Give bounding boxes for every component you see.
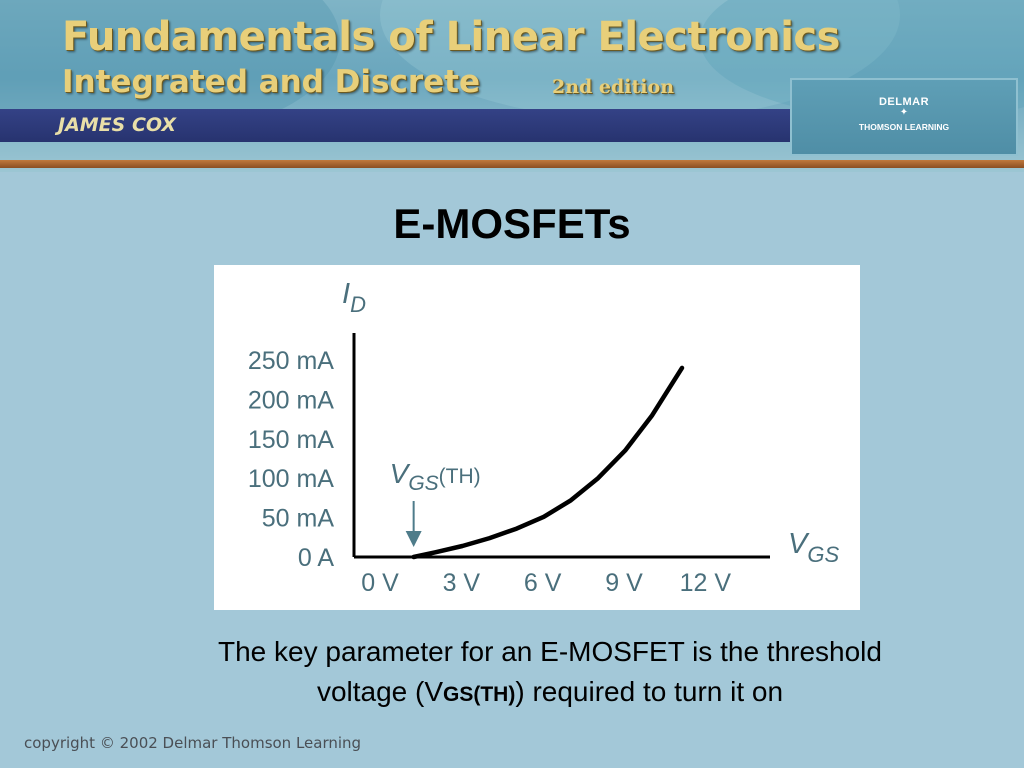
y-tick-label: 100 mA [248, 465, 334, 493]
caption-post: ) required to turn it on [515, 676, 784, 707]
y-tick-label: 50 mA [262, 505, 335, 533]
caption-subscript: GS(TH) [443, 683, 516, 706]
author-name: JAMES COX [58, 114, 177, 136]
y-tick-label: 0 A [298, 544, 334, 572]
x-tick-label: 9 V [605, 569, 643, 597]
id-curve [411, 365, 685, 560]
y-tick-label: 250 mA [248, 347, 334, 375]
threshold-annotation-label: VGS(TH) [390, 458, 481, 495]
x-axis-label: VGS [788, 528, 839, 567]
header-banner: Fundamentals of Linear Electronics Integ… [0, 0, 1024, 172]
x-tick-label: 6 V [524, 569, 562, 597]
x-tick-label: 3 V [443, 569, 481, 597]
book-edition: 2nd edition [552, 76, 675, 98]
publisher-logo: DELMAR ✦ THOMSON LEARNING [790, 78, 1018, 156]
publisher-name: DELMAR [878, 96, 930, 108]
publisher-star-icon: ✦ [899, 107, 909, 118]
book-subtitle: Integrated and Discrete [62, 64, 480, 100]
slide-caption: The key parameter for an E-MOSFET is the… [130, 632, 970, 715]
y-tick-label: 200 mA [248, 386, 334, 414]
x-tick-label: 12 V [680, 569, 732, 597]
banner-divider [0, 160, 1024, 168]
slide-title: E-MOSFETs [393, 200, 631, 247]
threshold-arrow-head [405, 531, 422, 547]
caption-line-1: The key parameter for an E-MOSFET is the… [218, 636, 882, 667]
caption-line-2: voltage (VGS(TH)) required to turn it on [130, 672, 970, 715]
book-title: Fundamentals of Linear Electronics [62, 14, 840, 60]
id-vs-vgs-chart: 0 A 50 mA 100 mA 150 mA 200 mA 250 mA 0 V 3 V 6 … [248, 278, 840, 597]
caption-pre: voltage (V [316, 676, 444, 707]
y-axis-label: ID [342, 278, 366, 317]
chart-panel: 0 A 50 mA 100 mA 150 mA 200 mA 250 mA 0 V 3 V 6 … [214, 265, 860, 610]
publisher-subtitle: THOMSON LEARNING [858, 122, 950, 132]
y-tick-label: 150 mA [248, 426, 334, 454]
copyright-notice: copyright © 2002 Delmar Thomson Learning [24, 734, 362, 752]
author-bar: JAMES COX [0, 109, 790, 142]
x-tick-label: 0 V [361, 569, 399, 597]
